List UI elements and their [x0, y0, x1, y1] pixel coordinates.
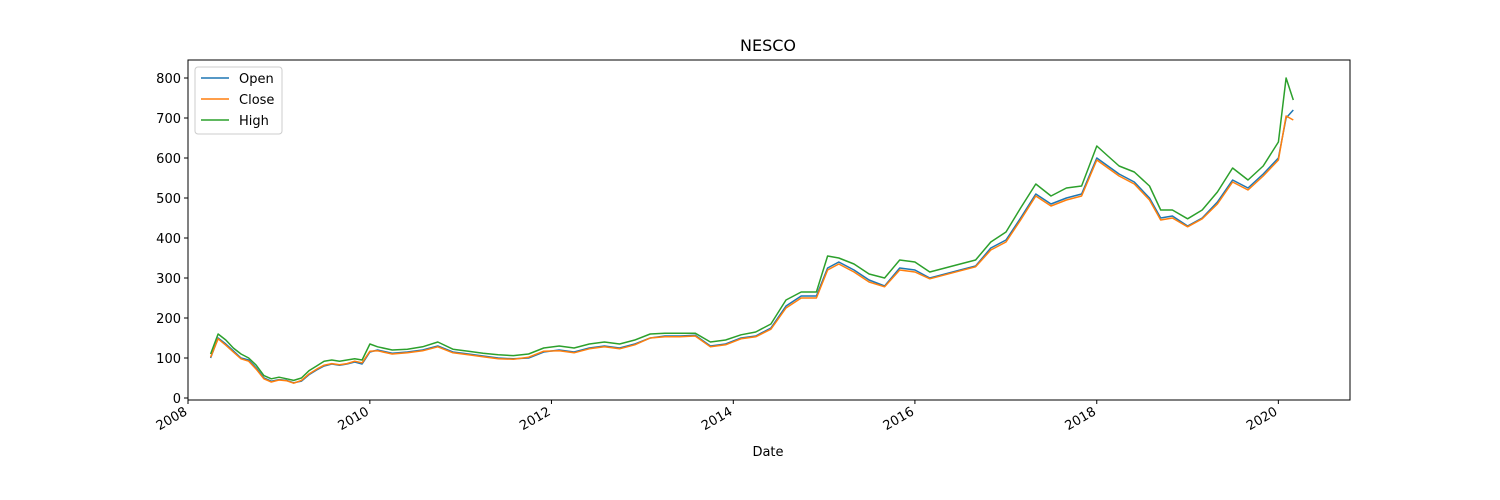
y-tick-label: 500: [156, 192, 181, 207]
legend-label-high: High: [239, 114, 269, 129]
plot-frame: [187, 59, 1351, 401]
y-axis: 0 100 200 300 400 500 600 700 800: [156, 72, 188, 407]
series-line-close: [209, 115, 1294, 384]
y-tick-label: 800: [156, 72, 181, 87]
chart-title: NESCO: [740, 36, 796, 55]
y-tick-label: 600: [156, 152, 181, 167]
y-tick-label: 400: [156, 232, 181, 247]
legend-label-close: Close: [239, 93, 274, 108]
y-tick-label: 0: [173, 392, 181, 407]
series-lines: [209, 77, 1295, 384]
y-tick-label: 100: [156, 352, 181, 367]
y-tick-label: 300: [156, 272, 181, 287]
y-tick-label: 700: [156, 112, 181, 127]
x-axis-label: Date: [752, 445, 783, 460]
y-tick-label: 200: [156, 312, 181, 327]
legend-box: [194, 66, 283, 135]
legend-label-open: Open: [239, 72, 274, 87]
legend: Open Close High: [194, 66, 283, 135]
series-line-high: [209, 77, 1295, 382]
